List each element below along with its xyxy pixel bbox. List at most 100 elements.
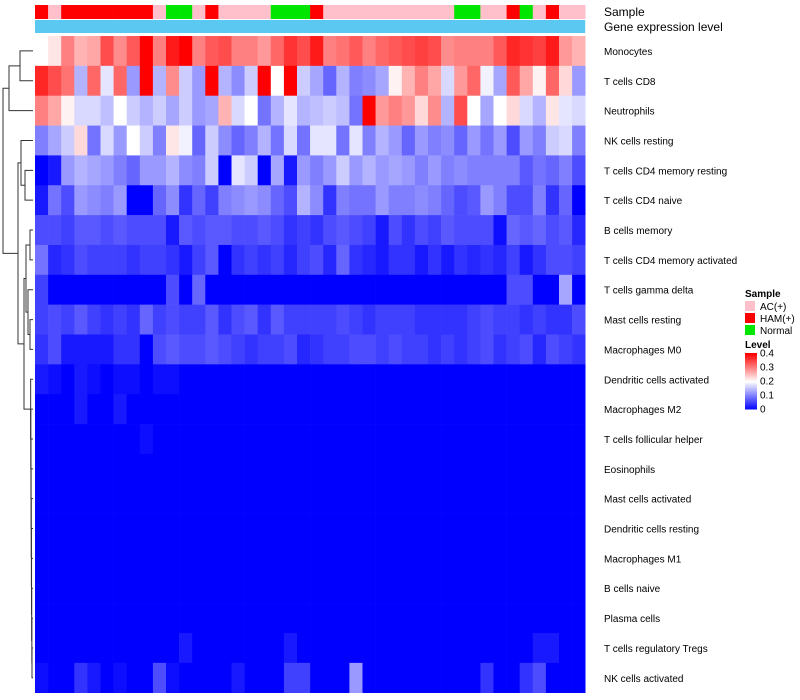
heatmap-cell — [428, 424, 442, 455]
heatmap-cell — [414, 603, 429, 634]
heatmap-cell — [519, 125, 534, 156]
heatmap-cell — [205, 244, 219, 276]
heatmap-cell — [61, 364, 75, 395]
dendrogram-branch — [29, 319, 33, 350]
heatmap-cell — [100, 36, 114, 67]
heatmap-cell — [506, 662, 520, 693]
legend-level: Level 0.4 0.3 0.2 0.1 0 — [745, 340, 774, 416]
heatmap-cell — [506, 513, 520, 544]
heatmap-cell — [401, 215, 416, 246]
heatmap-cell — [152, 483, 167, 514]
heatmap-cell — [401, 633, 416, 664]
heatmap-cell — [283, 274, 298, 305]
heatmap-cell — [362, 603, 376, 634]
heatmap-cell — [336, 155, 350, 186]
heatmap-cell — [414, 304, 429, 335]
heatmap-cell — [572, 185, 586, 216]
heatmap-cell — [231, 633, 245, 664]
heatmap-cell — [166, 364, 180, 395]
heatmap-cell — [401, 274, 416, 305]
heatmap-cell — [441, 573, 455, 604]
heatmap-cell — [362, 513, 376, 544]
heatmap-cell — [283, 543, 298, 574]
heatmap-cell — [532, 334, 547, 365]
heatmap-cell — [283, 304, 298, 335]
heatmap-cell — [166, 394, 180, 425]
heatmap-cell — [61, 483, 75, 514]
heatmap-cell — [414, 513, 429, 544]
heatmap-cell — [545, 394, 560, 425]
heatmap-cell — [519, 394, 534, 425]
heatmap-cell — [480, 483, 494, 514]
heatmap-cell — [532, 304, 547, 335]
heatmap-cell — [270, 125, 285, 156]
heatmap-cell — [297, 244, 311, 276]
heatmap-cell — [545, 483, 560, 514]
heatmap-cell — [362, 573, 376, 604]
heatmap-cell — [467, 244, 481, 276]
heatmap-cell — [179, 244, 193, 276]
heatmap-cell — [35, 424, 49, 455]
legend-level-gradient-step — [745, 392, 757, 395]
heatmap-cell — [74, 155, 88, 186]
heatmap-cell — [467, 573, 481, 604]
heatmap-cell — [401, 155, 416, 186]
heatmap-cell — [454, 633, 468, 664]
heatmap-cell — [297, 394, 311, 425]
heatmap-cell — [244, 95, 258, 126]
heatmap-cell — [480, 185, 494, 216]
heatmap-cell — [506, 364, 520, 395]
heatmap-cell — [532, 215, 547, 246]
heatmap-cell — [559, 244, 573, 276]
heatmap-cell — [545, 274, 560, 305]
heatmap-cell — [441, 304, 455, 335]
heatmap-cell — [441, 36, 455, 67]
heatmap-cell — [270, 304, 285, 335]
heatmap-cell — [310, 394, 324, 425]
heatmap-cell — [48, 633, 62, 664]
heatmap-cell — [87, 364, 101, 395]
legend-level-gradient-step — [745, 390, 757, 393]
heatmap-cell — [139, 424, 154, 455]
heatmap-cell — [87, 603, 101, 634]
heatmap-cell — [283, 125, 298, 156]
row-label: Macrophages M0 — [604, 345, 682, 356]
heatmap-cell — [388, 65, 403, 96]
heatmap-cell — [401, 513, 416, 544]
heatmap-cell — [48, 155, 62, 186]
heatmap-cell — [545, 215, 560, 246]
heatmap-cell — [218, 95, 232, 126]
heatmap-cell — [192, 244, 206, 276]
heatmap-cell — [454, 662, 468, 693]
heatmap-cell — [323, 65, 337, 96]
heatmap-cell — [401, 65, 416, 96]
heatmap-cell — [362, 633, 376, 664]
legend-level-gradient-step — [745, 367, 757, 369]
heatmap-cell — [454, 215, 468, 246]
heatmap-cell — [297, 483, 311, 514]
heatmap-cell — [323, 573, 337, 604]
heatmap-cell — [113, 483, 127, 514]
heatmap-cell — [532, 603, 547, 634]
heatmap-cell — [349, 513, 363, 544]
legend-level-gradient-step — [745, 365, 757, 368]
heatmap-cell — [244, 483, 258, 514]
row-labels: Monocytes T cells CD8 Neutrophils NK cells … — [604, 47, 737, 685]
heatmap-cell — [297, 364, 311, 395]
heatmap-cell — [310, 603, 324, 634]
heatmap-cell — [572, 36, 586, 67]
heatmap-cell — [493, 513, 507, 544]
heatmap-cell — [270, 453, 285, 485]
heatmap-cell — [257, 633, 272, 664]
heatmap-cell — [310, 633, 324, 664]
heatmap-cell — [192, 394, 206, 425]
heatmap-cell — [336, 424, 350, 455]
heatmap-cell — [139, 334, 154, 365]
heatmap-cell — [349, 334, 363, 365]
heatmap-cell — [349, 95, 363, 126]
row-label: NK cells activated — [604, 674, 683, 685]
heatmap-cell — [192, 304, 206, 335]
heatmap-cell — [126, 244, 141, 276]
heatmap-cell — [100, 244, 114, 276]
heatmap-cell — [493, 125, 507, 156]
